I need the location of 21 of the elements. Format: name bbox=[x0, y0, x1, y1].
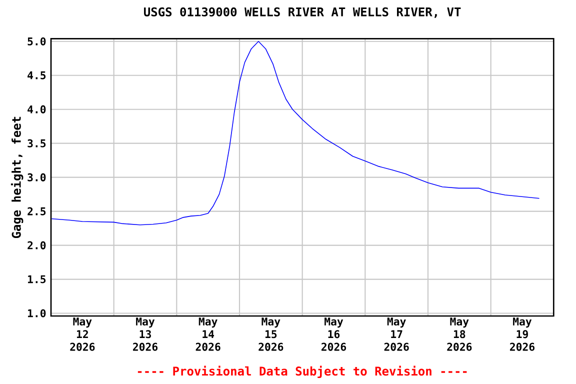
chart-title: USGS 01139000 WELLS RIVER AT WELLS RIVER, VT bbox=[144, 7, 461, 18]
y-tick-label: 1.0 bbox=[28, 309, 46, 318]
x-tick-label: May 16 2026 bbox=[322, 318, 346, 351]
y-tick-label: 2.5 bbox=[28, 207, 46, 216]
y-tick-label: 5.0 bbox=[28, 37, 46, 46]
x-tick-label: May 12 2026 bbox=[70, 318, 95, 351]
text: ---- Provisional Data Subject to Revision ---- bbox=[138, 366, 467, 378]
y-tick-label: 4.5 bbox=[28, 71, 46, 80]
x-tick-label: May 14 2026 bbox=[196, 318, 220, 351]
y-tick-label: 3.0 bbox=[28, 173, 46, 182]
y-tick-label: 3.5 bbox=[28, 139, 46, 148]
x-tick-label: May 15 2026 bbox=[258, 318, 284, 351]
x-tick-label: May 18 2026 bbox=[447, 318, 472, 351]
y-tick-label: 2.0 bbox=[28, 241, 46, 250]
y-axis-title: Gage height, feet bbox=[10, 116, 24, 238]
x-tick-label: May 13 2026 bbox=[133, 318, 158, 351]
y-tick-label: 1.5 bbox=[28, 275, 46, 284]
x-tick-label: May 17 2026 bbox=[384, 318, 409, 351]
y-tick-label: 4.0 bbox=[28, 105, 46, 114]
x-tick-label: May 19 2026 bbox=[510, 318, 534, 351]
line-series bbox=[51, 40, 540, 226]
